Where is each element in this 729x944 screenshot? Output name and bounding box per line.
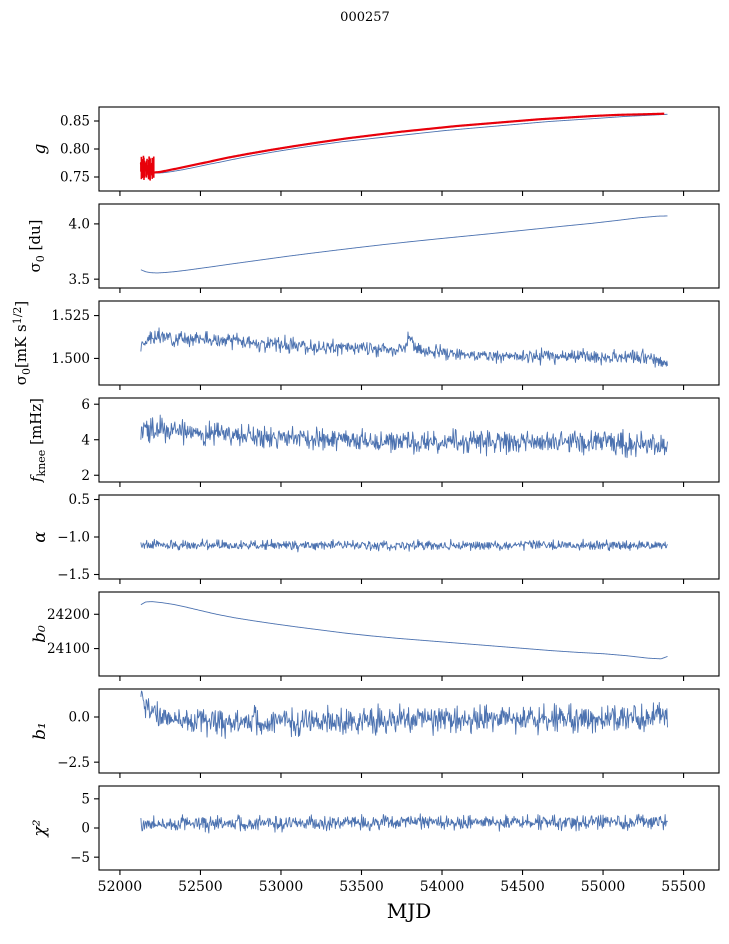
y-tick-label: 2 xyxy=(81,468,90,484)
series-chi2 xyxy=(140,813,668,834)
fit-errorbars xyxy=(140,155,155,181)
series-alpha xyxy=(140,538,668,553)
series-b0 xyxy=(140,601,668,660)
panel-frame xyxy=(98,203,720,289)
series-b1 xyxy=(140,690,668,739)
y-axis-label: α xyxy=(30,531,50,543)
y-tick-label: 4.0 xyxy=(69,216,90,232)
y-axis-label: fknee [mHz] xyxy=(27,398,48,483)
panel-frame xyxy=(98,688,720,774)
y-axis-label: χ² xyxy=(30,819,50,837)
panel-frame xyxy=(98,591,720,677)
x-tick-label: 55500 xyxy=(661,879,706,895)
panel-χ²: −5 0 5 χ² 52000 52500 53000 53500 54000 54500 5500… xyxy=(30,785,720,923)
x-tick-label: 54500 xyxy=(500,879,545,895)
panel-frame xyxy=(98,494,720,580)
series-f_knee xyxy=(140,414,668,459)
series-gain_model_fit xyxy=(139,112,665,174)
panel-frame xyxy=(98,785,720,871)
panel-α: 0.5 −1.0 −1.5 α xyxy=(30,492,720,584)
y-axis-label: b₁ xyxy=(30,722,50,740)
x-tick-label: 54000 xyxy=(420,879,465,895)
y-tick-label: −1.5 xyxy=(57,567,90,583)
x-tick-label: 52500 xyxy=(178,879,223,895)
y-tick-label: 3.5 xyxy=(69,272,90,288)
panel-b₁: 0.0 −2.5 b₁ xyxy=(30,688,720,778)
panel-frame xyxy=(98,300,720,386)
panel-σ₀[mK s^{1/2}]: 1.500 1.525 σ0[mK s1/2] xyxy=(11,300,720,390)
y-tick-label: 0.0 xyxy=(69,710,90,726)
panel-σ₀ [du]: 3.5 4.0 σ0 [du] xyxy=(26,203,720,293)
y-tick-label: 0 xyxy=(81,821,90,837)
x-axis-label: MJD xyxy=(387,899,432,923)
y-axis-label: σ0[mK s1/2] xyxy=(11,301,33,386)
panel-frame xyxy=(98,106,720,192)
y-tick-label: 0.80 xyxy=(60,142,90,158)
y-tick-label: 24100 xyxy=(47,641,90,657)
y-tick-label: 4 xyxy=(81,432,90,448)
series-sigma0_du xyxy=(140,215,668,274)
y-tick-label: −5 xyxy=(70,850,90,866)
y-tick-label: −1.0 xyxy=(57,530,90,546)
panel-f_knee [mHz]: 2 4 6 fknee [mHz] xyxy=(27,397,720,487)
y-axis-label: σ0 [du] xyxy=(26,220,47,273)
y-tick-label: 6 xyxy=(81,397,90,413)
x-tick-label: 53500 xyxy=(339,879,384,895)
y-tick-label: 1.500 xyxy=(51,351,90,367)
y-tick-label: 0.85 xyxy=(60,114,90,130)
panel-g: 0.75 0.80 0.85 g xyxy=(30,106,720,196)
y-tick-label: −2.5 xyxy=(57,755,90,771)
y-tick-label: 5 xyxy=(81,791,90,807)
x-tick-label: 52000 xyxy=(98,879,143,895)
series-sigma0_mK xyxy=(140,327,668,368)
y-tick-label: 0.5 xyxy=(69,492,90,508)
y-tick-label: 1.525 xyxy=(51,308,90,324)
y-axis-label: g xyxy=(30,143,50,154)
y-tick-label: 0.75 xyxy=(60,170,90,186)
panel-b₀: 24100 24200 b₀ xyxy=(30,591,720,681)
x-tick-label: 55000 xyxy=(581,879,626,895)
y-tick-label: 24200 xyxy=(47,607,90,623)
series-gain xyxy=(140,113,668,174)
y-axis-label: b₀ xyxy=(30,625,50,643)
plot-title: 000257 xyxy=(340,10,390,25)
x-tick-label: 53000 xyxy=(259,879,304,895)
